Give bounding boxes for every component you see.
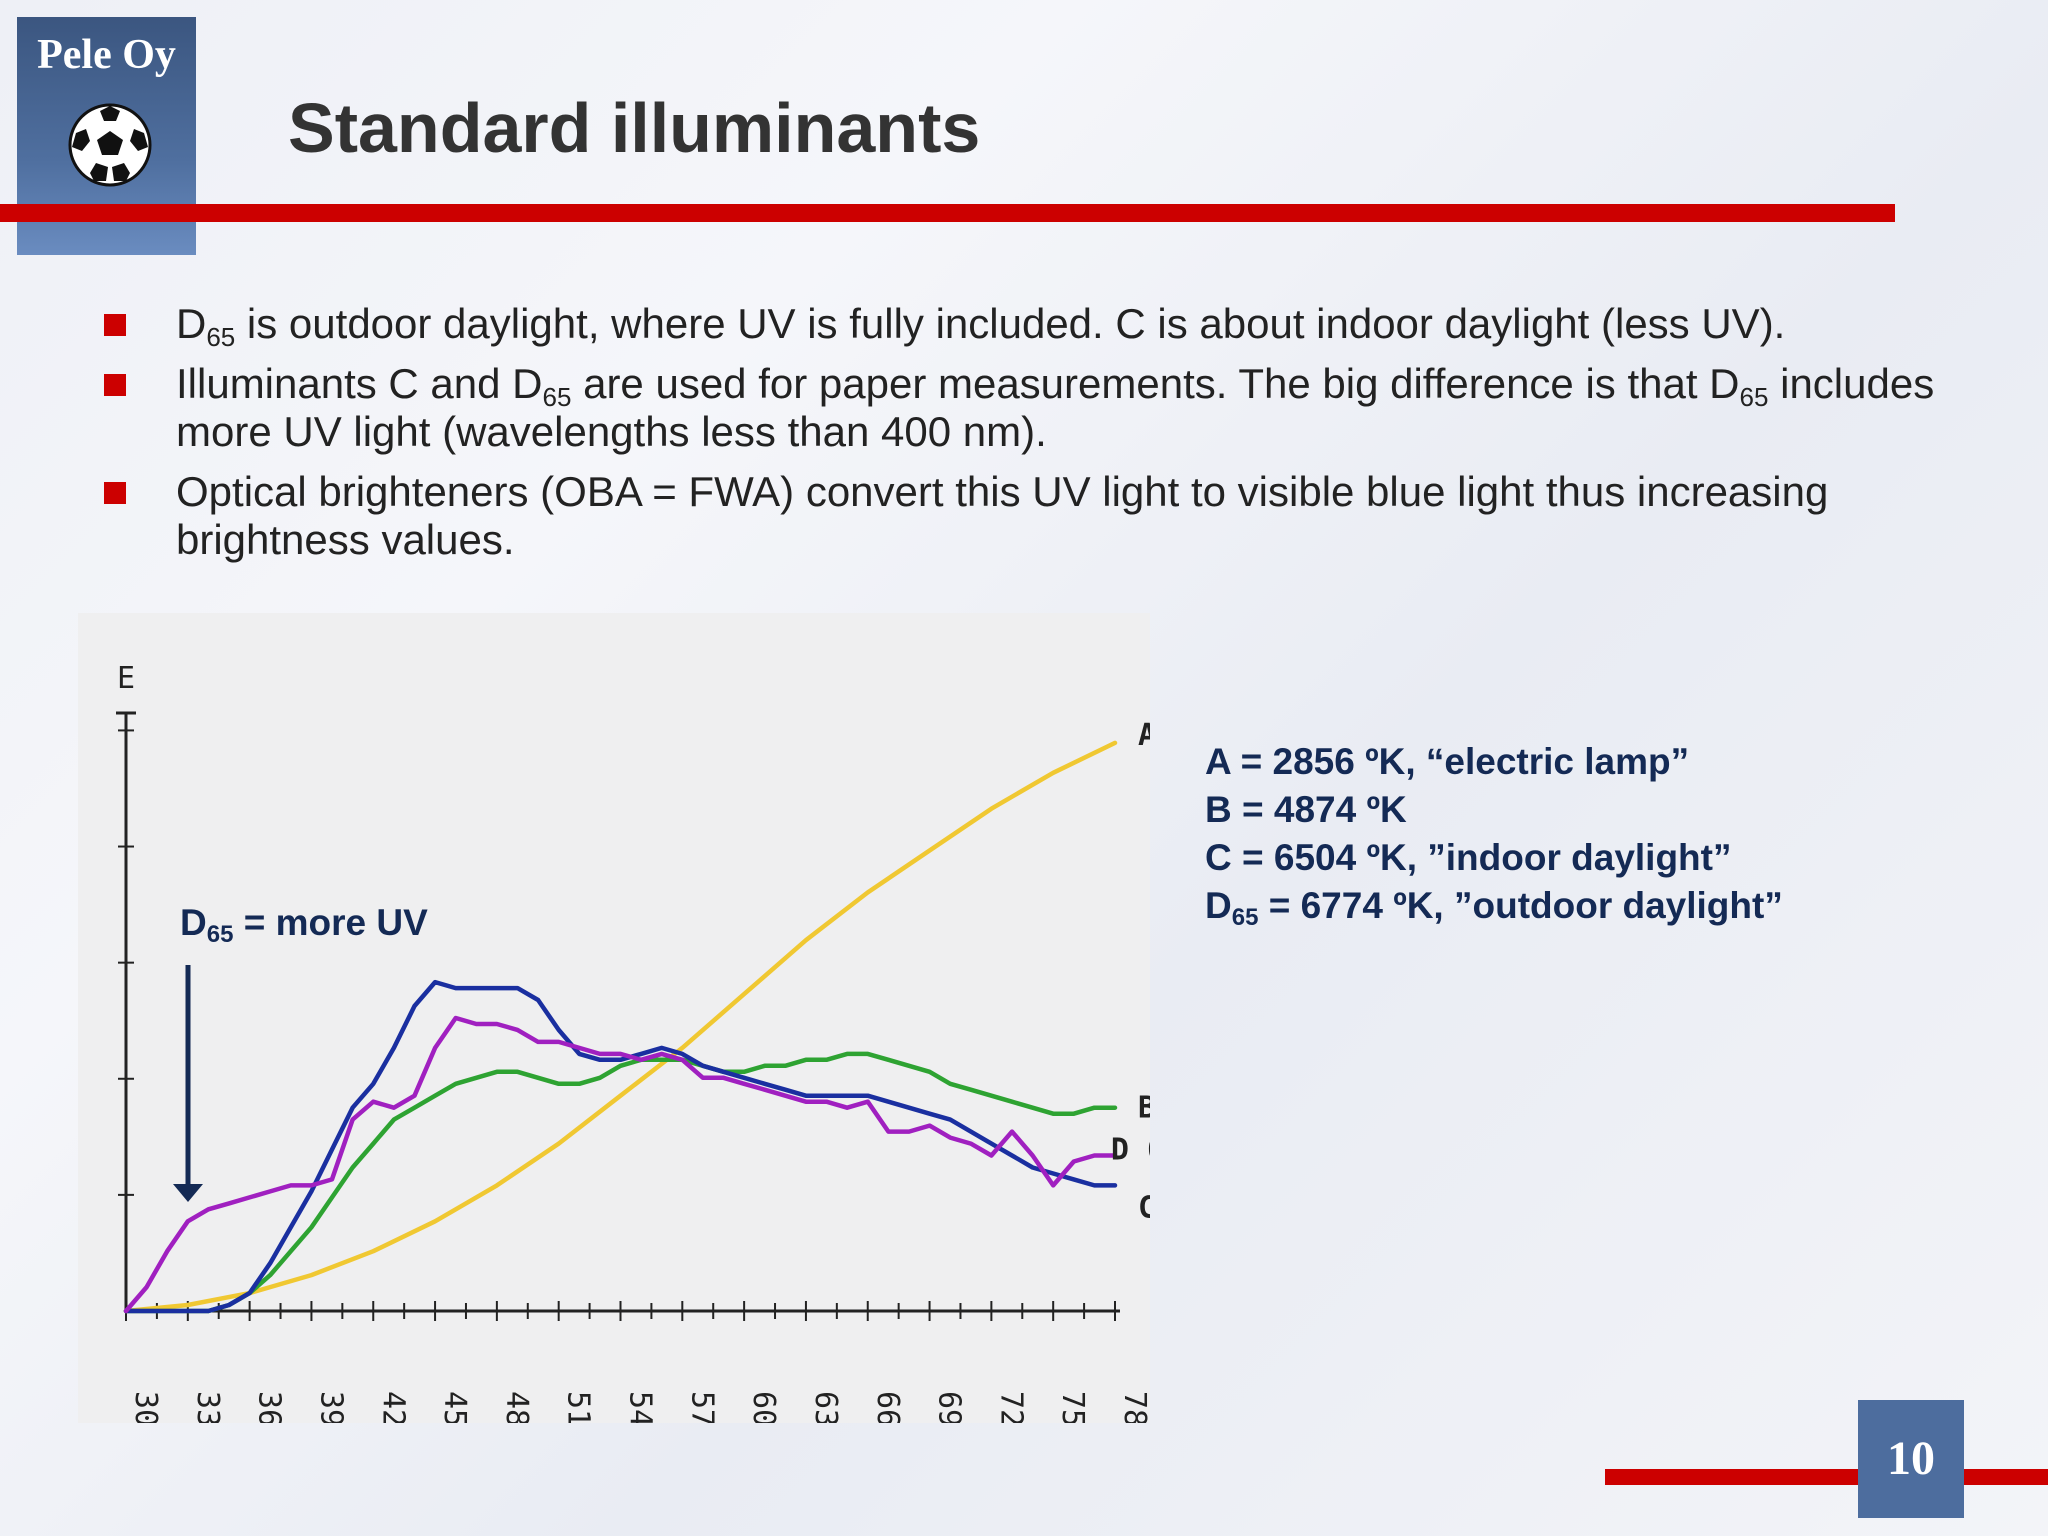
spectral-chart: E 300 330 360 390 420 450 480 510 540 570 600 630 660… — [116, 661, 1150, 1423]
series-label-d65: D 65 — [1111, 1133, 1150, 1168]
x-tick-label: 600 — [746, 1391, 781, 1423]
series-line-b — [123, 1051, 1118, 1314]
x-tick-label: 720 — [993, 1391, 1028, 1423]
x-tick-label: 390 — [313, 1391, 348, 1423]
x-tick-label: 360 — [252, 1391, 287, 1423]
page-title: Standard illuminants — [288, 89, 981, 167]
bullet-marker — [104, 314, 126, 336]
series-line-c — [123, 979, 1118, 1314]
bullet-item: Optical brighteners (OBA = FWA) convert … — [100, 468, 1990, 564]
bullet-item: Illuminants C and D65 are used for paper… — [100, 360, 1990, 456]
x-tick-label: 420 — [375, 1391, 410, 1423]
x-tick-label: 300 — [128, 1391, 163, 1423]
bullet-item: D65 is outdoor daylight, where UV is ful… — [100, 300, 1990, 350]
bullet-list: D65 is outdoor daylight, where UV is ful… — [100, 300, 1990, 576]
x-tick-label: 750 — [1055, 1391, 1090, 1423]
y-axis-label: E — [117, 661, 135, 696]
page-number: 10 — [1858, 1400, 1964, 1518]
legend-item-a: A = 2856 ºK, “electric lamp” — [1205, 741, 1690, 782]
footer-divider — [1605, 1469, 2048, 1485]
x-tick-label: 330 — [190, 1391, 225, 1423]
x-tick-label: 570 — [684, 1391, 719, 1423]
x-tick-label: 630 — [808, 1391, 843, 1423]
bullet-marker — [104, 374, 126, 396]
x-tick-label: 690 — [932, 1391, 967, 1423]
x-tick-label: 660 — [870, 1391, 905, 1423]
legend-item-b: B = 4874 ºK — [1205, 789, 1407, 830]
logo-text: Pele Oy — [37, 32, 176, 78]
title-divider — [0, 204, 1895, 222]
soccer-ball-icon — [68, 103, 152, 187]
series-label-b: B — [1138, 1091, 1150, 1126]
illuminant-legend: A = 2856 ºK, “electric lamp” B = 4874 ºK… — [1205, 738, 1783, 930]
x-tick-label: 540 — [623, 1391, 658, 1423]
x-tick-label: 480 — [499, 1391, 534, 1423]
series-line-a — [123, 740, 1118, 1314]
x-tick-label: 780 — [1117, 1391, 1150, 1423]
series-label-c: C — [1138, 1190, 1150, 1225]
legend-item-d65: D65 = 6774 ºK, ”outdoor daylight” — [1205, 885, 1783, 931]
bullet-marker — [104, 482, 126, 504]
x-tick-label: 510 — [561, 1391, 596, 1423]
legend-item-c: C = 6504 ºK, ”indoor daylight” — [1205, 837, 1732, 878]
d65-note: D65 = more UV — [180, 902, 428, 948]
series-label-a: A — [1138, 718, 1150, 753]
arrow-head — [173, 1184, 203, 1202]
series-line-d65 — [123, 1015, 1118, 1314]
x-tick-label: 450 — [437, 1391, 472, 1423]
